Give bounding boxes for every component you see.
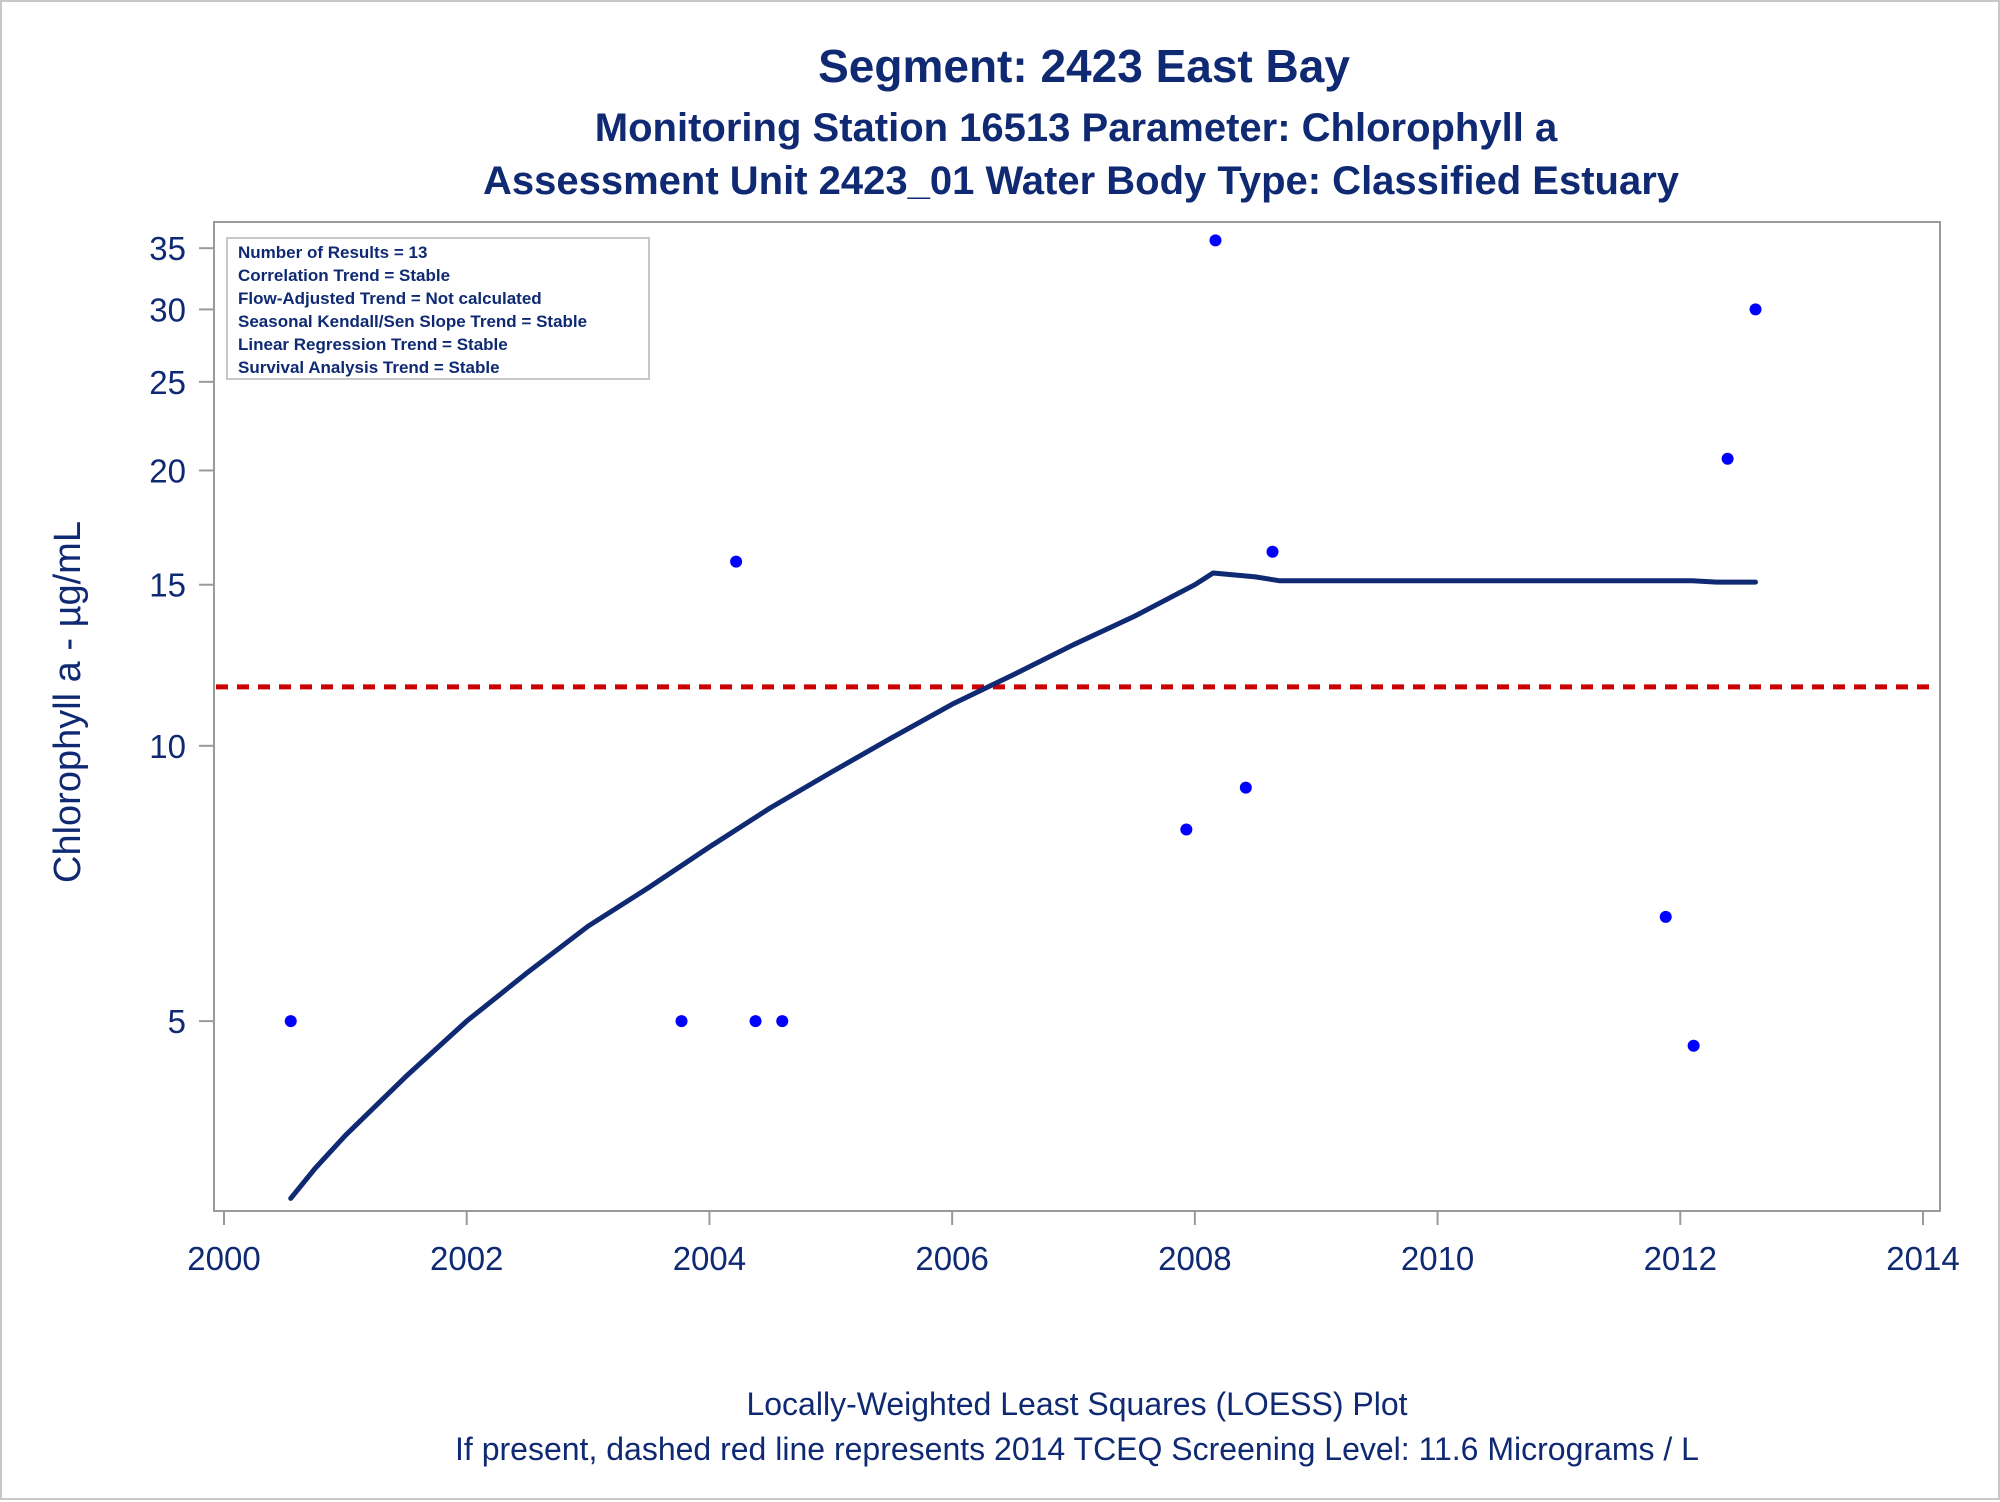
x-tick-label: 2012 (1644, 1240, 1717, 1277)
y-tick-label: 20 (149, 452, 186, 489)
data-point (1749, 303, 1762, 316)
x-tick-label: 2006 (915, 1240, 988, 1277)
plot-frame (213, 221, 1941, 1212)
y-tick-label: 25 (149, 364, 186, 401)
info-box-line: Number of Results = 13 (238, 243, 427, 262)
data-point (1239, 781, 1252, 794)
data-point (1266, 545, 1279, 558)
footnote-line-1: Locally-Weighted Least Squares (LOESS) P… (746, 1386, 1407, 1422)
data-point (1687, 1039, 1700, 1052)
y-tick-label: 30 (149, 291, 186, 328)
data-point (284, 1015, 297, 1028)
chart-subtitle-2: Assessment Unit 2423_01 Water Body Type:… (483, 159, 1680, 203)
data-point (1180, 823, 1193, 836)
loess-trend-line (288, 570, 1758, 1201)
y-tick-label: 10 (149, 728, 186, 765)
info-box-line: Linear Regression Trend = Stable (238, 335, 508, 354)
x-tick-label: 2002 (430, 1240, 503, 1277)
y-axis-label: Chlorophyll a - µg/mL (47, 521, 89, 883)
info-box-frame (226, 237, 650, 380)
info-box-line: Correlation Trend = Stable (238, 266, 450, 285)
x-tick-label: 2010 (1401, 1240, 1474, 1277)
data-point (1721, 452, 1734, 465)
data-point (730, 555, 743, 568)
y-tick-label: 15 (149, 567, 186, 604)
info-box-line: Flow-Adjusted Trend = Not calculated (238, 289, 542, 308)
data-point (776, 1015, 789, 1028)
chart-subtitle-1: Monitoring Station 16513 Parameter: Chlo… (595, 106, 1558, 150)
plot-layers: 5 10 15 20 25 30 35 2000 2002 2004 2006 2008 2010 201… (149, 230, 1959, 1277)
data-point (1209, 234, 1222, 247)
footnote-line-2: If present, dashed red line represents 2… (455, 1431, 1699, 1467)
info-box-line: Survival Analysis Trend = Stable (238, 358, 500, 377)
x-tick-label: 2014 (1886, 1240, 1959, 1277)
trend-info-box: Number of Results = 13 Correlation Trend … (226, 237, 650, 380)
data-point (749, 1015, 762, 1028)
chart-title: Segment: 2423 East Bay (818, 40, 1350, 92)
data-point (1659, 910, 1672, 923)
data-point (675, 1015, 688, 1028)
x-tick-label: 2000 (187, 1240, 260, 1277)
y-tick-label: 35 (149, 230, 186, 267)
info-box-line: Seasonal Kendall/Sen Slope Trend = Stabl… (238, 312, 587, 331)
x-tick-label: 2008 (1158, 1240, 1231, 1277)
x-tick-label: 2004 (673, 1240, 746, 1277)
y-tick-label: 5 (168, 1003, 186, 1040)
